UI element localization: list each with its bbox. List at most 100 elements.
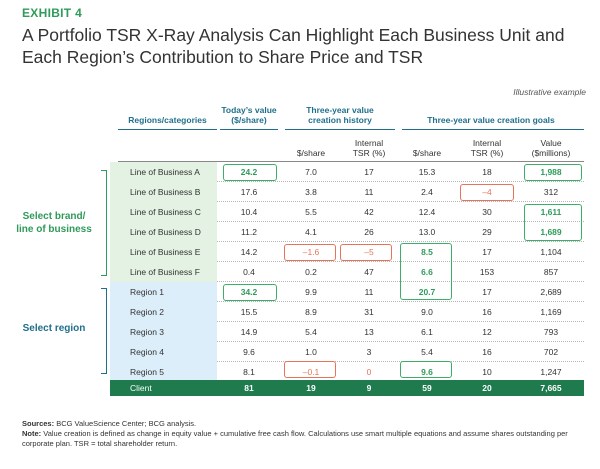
cell-goal-share: 6.1: [421, 327, 433, 337]
cell-goal-value: 702: [543, 347, 559, 357]
cell-goal-share: 9.6: [421, 367, 433, 377]
row-label: Region 4: [118, 342, 217, 362]
row-label: Line of Business A: [118, 162, 217, 182]
cell-goal-tsr: 29: [482, 227, 492, 237]
cell-hist-tsr: 11: [364, 187, 374, 197]
cell-today: 34.2: [240, 287, 258, 297]
client-row: Client 81 19 9 59 20 7,665: [110, 380, 584, 396]
cell-today: 0.4: [243, 267, 255, 277]
cell-today: 14.2: [240, 247, 258, 257]
cell-goal-tsr: 153: [479, 267, 495, 277]
cell-hist-share: 9.9: [305, 287, 317, 297]
header-regions-text: Regions/categories: [128, 115, 207, 125]
cell-goal-share: 9.0: [421, 307, 433, 317]
footnote-note: Note: Value creation is defined as chang…: [22, 429, 582, 448]
header-goals-text: Three-year value creation goals: [427, 115, 555, 125]
sub-goal-value-line2: ($millions): [531, 148, 571, 158]
cell-today: 17.6: [240, 187, 258, 197]
client-hist-share: 19: [306, 383, 316, 393]
brand-bracket: [101, 170, 107, 276]
cell-goal-share: 6.6: [421, 267, 433, 277]
cell-hist-tsr: –5: [364, 247, 374, 257]
cell-goal-value: 1,689: [540, 227, 562, 237]
cell-goal-tsr: 10: [482, 367, 492, 377]
row-label: Line of Business B: [118, 182, 217, 202]
cell-goal-value: 2,689: [540, 287, 562, 297]
cell-hist-share: 3.8: [305, 187, 317, 197]
business-strip: [110, 162, 118, 282]
cell-hist-share: –0.1: [302, 367, 320, 377]
header-today-rule: [220, 129, 278, 130]
sub-goal-value: Value ($millions): [518, 138, 584, 158]
row-label: Line of Business D: [118, 222, 217, 242]
sub-goal-share: $/share: [412, 148, 442, 158]
cell-goal-share: 20.7: [418, 287, 436, 297]
cell-goal-tsr: 12: [482, 327, 492, 337]
cell-goal-value: 1,988: [540, 167, 562, 177]
exhibit-label: EXHIBIT 4: [22, 6, 83, 20]
cell-hist-tsr: 42: [364, 207, 374, 217]
cell-hist-tsr: 3: [366, 347, 372, 357]
footnote-sources-label: Sources:: [22, 419, 55, 428]
cell-hist-tsr: 0: [366, 367, 372, 377]
cell-today: 11.2: [241, 227, 257, 237]
cell-goal-tsr: 17: [482, 247, 492, 257]
table-row: Region 5 8.1 –0.1 0 9.6 10 1,247: [118, 362, 584, 382]
sub-goal-tsr-line1: Internal: [472, 138, 502, 148]
select-brand-line2: line of business: [16, 224, 92, 235]
table-row: Line of Business C 10.4 5.5 42 12.4 30 1,611: [118, 202, 584, 222]
client-goal-tsr: 20: [482, 383, 492, 393]
sub-hist-share: $/share: [296, 148, 326, 158]
row-label: Region 2: [118, 302, 217, 322]
header-history: Three-year value creation history: [282, 105, 398, 125]
cell-today: 8.1: [243, 367, 255, 377]
cell-today: 15.5: [240, 307, 258, 317]
table-row: Region 3 14.9 5.4 13 6.1 12 793: [118, 322, 584, 342]
table-row: Line of Business D 11.2 4.1 26 13.0 29 1,689: [118, 222, 584, 242]
header-regions-rule: [118, 129, 217, 130]
cell-goal-tsr: –4: [482, 187, 492, 197]
sub-goal-value-line1: Value: [540, 138, 562, 148]
footnote-sources: Sources: BCG ValueScience Center; BCG an…: [22, 419, 582, 429]
select-region-label[interactable]: Select region: [22, 323, 86, 334]
sub-goal-tsr: Internal TSR (%): [456, 138, 518, 158]
header-history-line1: Three-year value: [306, 105, 374, 115]
client-hist-tsr: 9: [366, 383, 372, 393]
cell-goal-share: 5.4: [421, 347, 433, 357]
cell-hist-share: 4.1: [305, 227, 317, 237]
select-brand-label[interactable]: Select brand/ line of business: [8, 210, 100, 236]
header-goals: Three-year value creation goals: [398, 115, 584, 125]
header-today-line2: ($/share): [231, 115, 267, 125]
footnote-sources-text: BCG ValueScience Center; BCG analysis.: [54, 419, 197, 428]
client-goal-share: 59: [422, 383, 432, 393]
cell-goal-tsr: 16: [482, 307, 492, 317]
cell-goal-value: 312: [543, 187, 559, 197]
cell-goal-value: 1,169: [540, 307, 562, 317]
header-history-line2: creation history: [308, 115, 372, 125]
cell-today: 9.6: [243, 347, 255, 357]
client-today: 81: [244, 383, 254, 393]
table-row: Line of Business E 14.2 –1.6 –5 8.5 17 1,104: [118, 242, 584, 262]
region-strip: [110, 282, 118, 380]
row-label: Region 5: [118, 362, 217, 382]
cell-today: 10.4: [240, 207, 258, 217]
cell-goal-value: 793: [543, 327, 559, 337]
cell-goal-share: 13.0: [418, 227, 436, 237]
table-row: Region 4 9.6 1.0 3 5.4 16 702: [118, 342, 584, 362]
cell-goal-tsr: 16: [482, 347, 492, 357]
cell-hist-share: –1.6: [302, 247, 320, 257]
cell-hist-share: 0.2: [305, 267, 317, 277]
row-label: Region 3: [118, 322, 217, 342]
cell-goal-value: 1,611: [540, 207, 562, 217]
row-label: Region 1: [118, 282, 217, 302]
cell-goal-tsr: 18: [482, 167, 492, 177]
footnote-note-text: Value creation is defined as change in e…: [22, 429, 568, 448]
cell-goal-value: 1,104: [540, 247, 562, 257]
table-row: Line of Business F 0.4 0.2 47 6.6 153 857: [118, 262, 584, 282]
cell-hist-tsr: 11: [364, 287, 374, 297]
cell-hist-share: 8.9: [305, 307, 317, 317]
table-row: Line of Business A 24.2 7.0 17 15.3 18 1,988: [118, 162, 584, 182]
cell-goal-share: 8.5: [421, 247, 433, 257]
row-label: Line of Business E: [118, 242, 217, 262]
cell-today: 24.2: [240, 167, 258, 177]
